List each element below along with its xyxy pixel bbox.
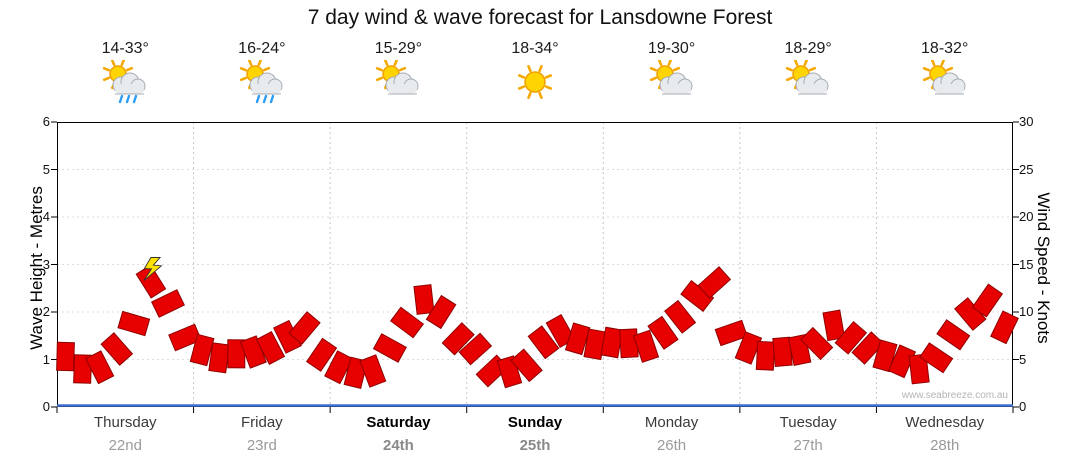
day-header-tuesday: 18-29° xyxy=(739,40,877,109)
day-name: Sunday xyxy=(507,414,563,431)
weather-icon xyxy=(372,58,424,104)
temp-range: 18-32° xyxy=(921,40,969,57)
sun-icon xyxy=(518,65,553,100)
day-header-saturday: 15-29° xyxy=(329,40,467,109)
day-header-sunday: 18-34° xyxy=(466,40,604,109)
storm-flag-icon xyxy=(143,256,163,281)
day-date: 24th xyxy=(383,437,414,454)
sun-cloud-rain-icon xyxy=(103,58,146,104)
day-date: 28th xyxy=(930,437,960,454)
temp-range: 15-29° xyxy=(374,40,423,57)
left-tick-4: 4 xyxy=(42,209,50,224)
left-tick-0: 0 xyxy=(42,399,50,414)
sun-cloud-icon xyxy=(376,58,419,95)
day-name: Friday xyxy=(241,414,283,431)
day-name: Tuesday xyxy=(779,414,837,431)
weather-icon xyxy=(782,58,834,104)
right-tick-25: 25 xyxy=(1019,161,1034,177)
weather-icon xyxy=(99,58,151,104)
sun-cloud-icon xyxy=(649,58,693,95)
left-tick-3: 3 xyxy=(42,256,50,272)
temp-range: 16-24° xyxy=(238,40,286,57)
day-label-sunday: Sunday 25th xyxy=(466,414,604,454)
temp-range: 14-33° xyxy=(101,40,149,57)
left-tick-2: 2 xyxy=(42,304,50,319)
temp-range: 18-34° xyxy=(511,40,559,57)
right-tick-5: 5 xyxy=(1019,351,1027,367)
day-label-tuesday: Tuesday 27th xyxy=(739,414,877,454)
day-label-friday: Friday 23rd xyxy=(193,414,331,454)
day-label-thursday: Thursday 22nd xyxy=(56,414,194,454)
page-title: 7 day wind & wave forecast for Lansdowne… xyxy=(307,6,773,29)
right-tick-10: 10 xyxy=(1019,304,1034,319)
day-label-wednesday: Wednesday 28th xyxy=(876,414,1014,454)
weather-icon xyxy=(236,58,288,104)
right-tick-15: 15 xyxy=(1019,256,1034,272)
day-label-saturday: Saturday 24th xyxy=(329,414,467,454)
weather-icon xyxy=(509,60,561,104)
day-date: 25th xyxy=(519,437,551,454)
watermark: www.seabreeze.com.au xyxy=(901,390,1008,401)
day-date: 23rd xyxy=(246,437,277,454)
sun-cloud-rain-icon xyxy=(239,58,283,104)
sun-cloud-icon xyxy=(922,58,966,95)
day-name: Saturday xyxy=(366,414,431,431)
day-date: 27th xyxy=(793,437,823,454)
temp-range: 18-29° xyxy=(784,40,832,57)
temp-range: 19-30° xyxy=(647,40,696,57)
right-tick-0: 0 xyxy=(1019,399,1027,414)
day-name: Wednesday xyxy=(905,414,985,431)
day-header-friday: 16-24° xyxy=(193,40,331,109)
right-tick-20: 20 xyxy=(1019,209,1034,224)
day-name: Monday xyxy=(644,414,699,431)
weather-icon xyxy=(919,58,971,104)
weather-icon xyxy=(646,58,698,104)
sun-cloud-icon xyxy=(785,58,829,95)
right-tick-30: 30 xyxy=(1019,114,1034,129)
left-tick-1: 1 xyxy=(42,351,50,367)
left-tick-6: 6 xyxy=(42,114,50,129)
left-tick-5: 5 xyxy=(42,161,50,177)
day-header-wednesday: 18-32° xyxy=(876,40,1014,109)
day-label-monday: Monday 26th xyxy=(603,414,741,454)
day-date: 22nd xyxy=(108,437,142,454)
day-header-thursday: 14-33° xyxy=(56,40,194,109)
wind-wave-chart xyxy=(51,121,1019,413)
day-header-monday: 19-30° xyxy=(603,40,741,109)
day-date: 26th xyxy=(656,437,687,454)
day-name: Thursday xyxy=(94,414,157,431)
